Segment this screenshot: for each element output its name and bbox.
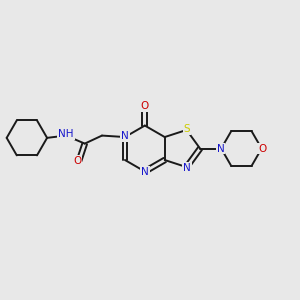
Text: O: O — [74, 156, 82, 166]
Text: N: N — [183, 163, 191, 173]
Text: S: S — [184, 124, 190, 134]
Text: O: O — [258, 143, 266, 154]
Text: N: N — [121, 131, 129, 142]
Text: N: N — [217, 143, 224, 154]
Text: N: N — [141, 167, 149, 177]
Text: O: O — [141, 101, 149, 111]
Text: NH: NH — [58, 129, 74, 140]
